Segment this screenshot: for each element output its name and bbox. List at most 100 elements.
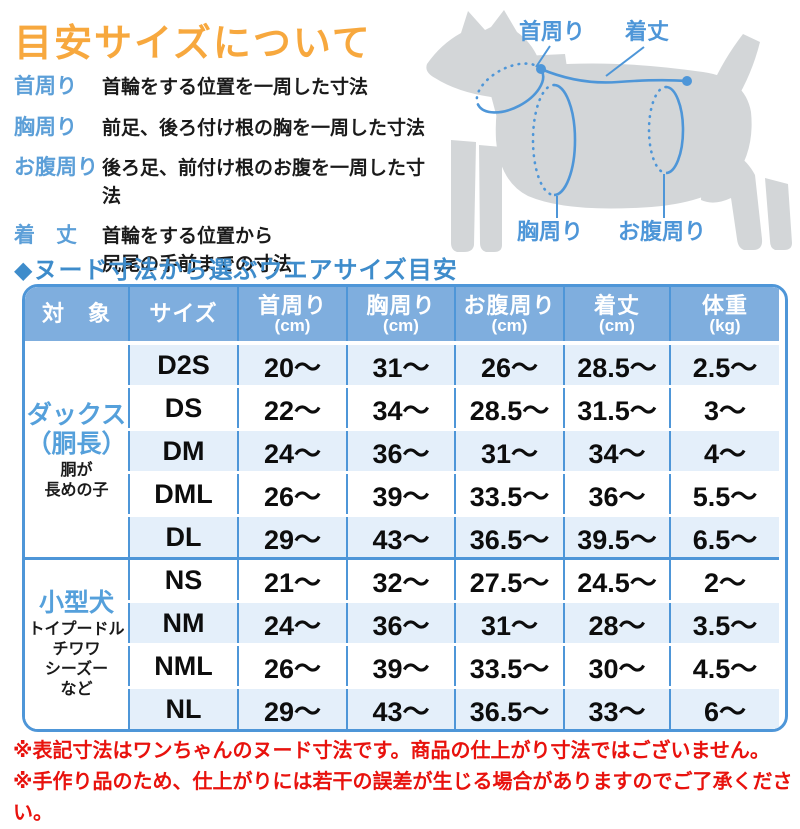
- header-label: 体重: [701, 292, 748, 318]
- target-sub: 胴が 長めの子: [44, 461, 109, 499]
- cell-length: 28〜: [563, 600, 670, 645]
- cell-weight: 3〜: [669, 385, 779, 430]
- target-sub: トイプードル チワワ シーズー など: [28, 620, 125, 698]
- header-label: 着丈: [593, 292, 640, 318]
- cell-belly: 31〜: [454, 428, 564, 473]
- cell-size: NL: [128, 686, 238, 729]
- cell-neck: 26〜: [237, 471, 347, 516]
- cell-chest: 31〜: [346, 341, 455, 387]
- cell-chest: 36〜: [346, 600, 455, 645]
- cell-length: 28.5〜: [563, 341, 670, 387]
- definition-chest: 胸周り 前足、後ろ付け根の胸を一周した寸法: [14, 115, 434, 143]
- definition-term: お腹周り: [14, 156, 98, 180]
- header-unit: (cm): [383, 315, 419, 335]
- header-unit: (cm): [491, 315, 528, 335]
- cell-belly: 36.5〜: [454, 514, 564, 559]
- header-neck: 首周り (cm): [237, 287, 347, 345]
- cell-chest: 39〜: [346, 643, 455, 688]
- cell-length: 24.5〜: [563, 557, 670, 602]
- target-cell-small-dog: 小型犬 トイプードル チワワ シーズー など: [25, 557, 129, 729]
- cell-weight: 6.5〜: [669, 514, 779, 559]
- header-belly: お腹周り (cm): [454, 287, 564, 345]
- header-label: お腹周り: [463, 292, 556, 318]
- table-row: ダックス （胴長） 胴が 長めの子 D2S 20〜 31〜 26〜 28.5〜 …: [25, 341, 779, 559]
- cell-chest: 34〜: [346, 385, 455, 430]
- header-length: 着丈 (cm): [563, 287, 670, 345]
- note-line: ※表記寸法はワンちゃんのヌード寸法です。商品の仕上がり寸法ではございません。: [13, 740, 770, 762]
- table-header-row: 対 象 サイズ 首周り (cm) 胸周り (cm) お腹周り (cm) 着丈 (cm) …: [25, 287, 779, 345]
- cell-chest: 43〜: [346, 514, 455, 559]
- cell-length: 39.5〜: [563, 514, 670, 559]
- header-weight: 体重 (kg): [669, 287, 779, 345]
- diagram-label-length: 着丈: [625, 19, 670, 44]
- dog-measurement-diagram: 首周り 着丈 胸周り お腹周り: [413, 0, 800, 258]
- cell-weight: 3.5〜: [669, 600, 779, 645]
- cell-belly: 33.5〜: [454, 643, 564, 688]
- cell-size: DM: [128, 428, 238, 473]
- header-chest: 胸周り (cm): [346, 287, 455, 345]
- cell-size: NS: [128, 557, 238, 602]
- definition-term: 胸周り: [14, 115, 77, 139]
- definition-term: 首周り: [14, 75, 77, 98]
- header-unit: (cm): [274, 315, 311, 335]
- diagram-label-neck: 首周り: [519, 19, 586, 44]
- definition-desc: 首輪をする位置を一周した寸法: [102, 77, 369, 98]
- cell-neck: 24〜: [237, 600, 347, 645]
- cell-belly: 31〜: [454, 600, 564, 645]
- definition-desc: 前足、後ろ付け根の胸を一周した寸法: [102, 117, 426, 139]
- target-cell-dachshund: ダックス （胴長） 胴が 長めの子: [25, 341, 129, 559]
- table-row: DML 26〜 39〜 33.5〜 36〜 5.5〜: [25, 471, 779, 516]
- cell-length: 36〜: [563, 471, 670, 516]
- cell-neck: 21〜: [237, 557, 347, 602]
- cell-size: D2S: [128, 341, 238, 387]
- definition-desc: 後ろ足、前付け根のお腹を一周した寸法: [102, 158, 426, 207]
- cell-chest: 32〜: [346, 557, 455, 602]
- table-row: 小型犬 トイプードル チワワ シーズー など NS 21〜 32〜 27.5〜 …: [25, 557, 779, 729]
- definition-belly: お腹周り 後ろ足、前付け根のお腹を一周した寸法: [14, 155, 434, 210]
- definition-neck: 首周り 首輪をする位置を一周した寸法: [14, 74, 434, 102]
- target-main: ダックス （胴長）: [26, 401, 127, 458]
- table-row: DM 24〜 36〜 31〜 34〜 4〜: [25, 428, 779, 473]
- header-size: サイズ: [128, 287, 238, 345]
- page-title: 目安サイズについて: [14, 23, 372, 65]
- target-main: 小型犬: [38, 589, 114, 618]
- diagram-label-chest: 胸周り: [517, 219, 584, 244]
- cell-size: DML: [128, 471, 238, 516]
- header-label: 首周り: [257, 292, 327, 318]
- table-row: NM 24〜 36〜 31〜 28〜 3.5〜: [25, 600, 779, 645]
- cell-weight: 2〜: [669, 557, 779, 602]
- cell-length: 31.5〜: [563, 385, 670, 430]
- definition-length: 着 丈 首輪をする位置から 尻尾の手前までの寸法: [14, 223, 434, 278]
- header-unit: (cm): [599, 315, 635, 335]
- footer-notes: ※表記寸法はワンちゃんのヌード寸法です。商品の仕上がり寸法ではございません。 ※…: [13, 736, 800, 829]
- cell-weight: 4〜: [669, 428, 779, 473]
- cell-belly: 28.5〜: [454, 385, 564, 430]
- cell-chest: 43〜: [346, 686, 455, 729]
- cell-belly: 27.5〜: [454, 557, 564, 602]
- cell-weight: 2.5〜: [669, 341, 779, 387]
- size-chart-table: 対 象 サイズ 首周り (cm) 胸周り (cm) お腹周り (cm) 着丈 (cm) …: [22, 284, 788, 732]
- table-row: NL 29〜 43〜 36.5〜 33〜 6〜: [25, 686, 779, 729]
- header-unit: (kg): [709, 315, 741, 335]
- cell-belly: 36.5〜: [454, 686, 564, 729]
- measurement-definitions: 首周り 首輪をする位置を一周した寸法 胸周り 前足、後ろ付け根の胸を一周した寸法…: [14, 74, 434, 291]
- cell-neck: 20〜: [237, 341, 347, 387]
- cell-size: DS: [128, 385, 238, 430]
- cell-neck: 24〜: [237, 428, 347, 473]
- table-row: NML 26〜 39〜 33.5〜 30〜 4.5〜: [25, 643, 779, 688]
- cell-weight: 6〜: [669, 686, 779, 729]
- header-target: 対 象: [25, 287, 129, 345]
- header-label: サイズ: [149, 301, 218, 327]
- cell-neck: 26〜: [237, 643, 347, 688]
- cell-weight: 4.5〜: [669, 643, 779, 688]
- cell-weight: 5.5〜: [669, 471, 779, 516]
- cell-belly: 26〜: [454, 341, 564, 387]
- diagram-label-belly: お腹周り: [618, 219, 707, 244]
- cell-neck: 29〜: [237, 686, 347, 729]
- cell-chest: 36〜: [346, 428, 455, 473]
- cell-length: 34〜: [563, 428, 670, 473]
- cell-size: NML: [128, 643, 238, 688]
- definition-desc: 首輪をする位置から 尻尾の手前までの寸法: [102, 226, 293, 275]
- cell-length: 30〜: [563, 643, 670, 688]
- cell-belly: 33.5〜: [454, 471, 564, 516]
